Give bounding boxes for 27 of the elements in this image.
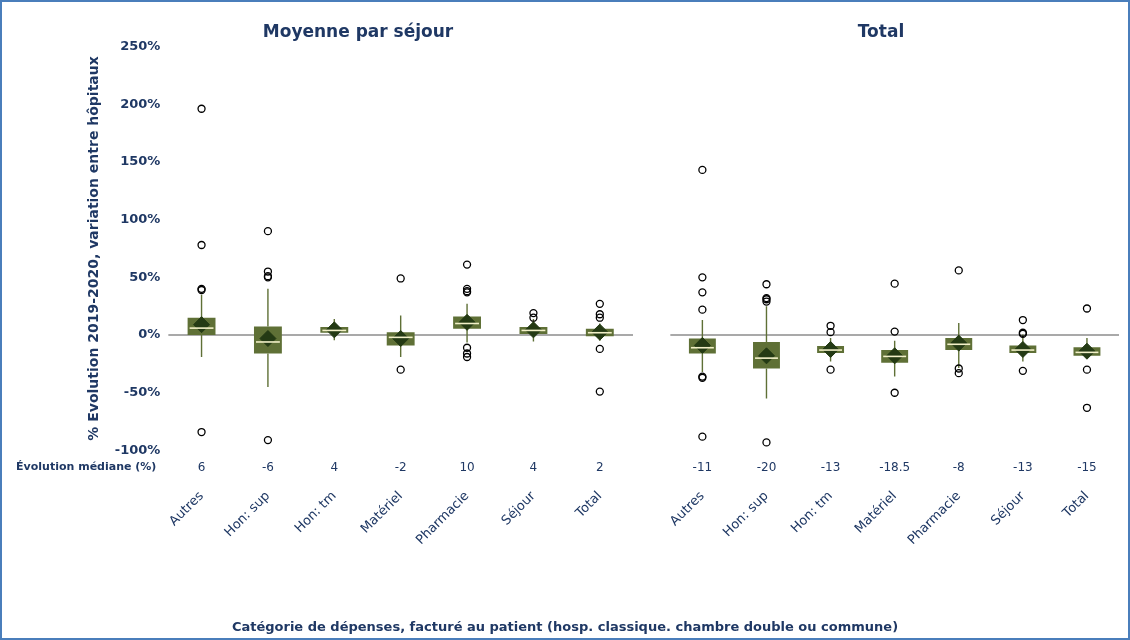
text: -6: [261, 459, 274, 474]
text: -13: [1013, 459, 1033, 474]
text: -18.5: [879, 459, 911, 474]
text: 2: [595, 459, 604, 474]
y-tick-label: 150%: [120, 153, 161, 169]
text: -13: [820, 459, 841, 474]
y-axis-title: % Evolution 2019-2020, variation entre hôpitaux: [85, 56, 102, 441]
y-tick-label: 0%: [138, 326, 161, 342]
chart-title: Moyenne par séjour: [262, 20, 454, 41]
x-axis-title: Catégorie de dépenses, facturé au patient (hosp. classique. chambre double ou commune): [230, 619, 900, 634]
text: 4: [330, 459, 339, 474]
text: Évolution médiane (%): [16, 460, 157, 474]
text: -8: [952, 459, 965, 474]
text: -2: [394, 459, 407, 474]
y-tick-label: -100%: [114, 441, 161, 457]
y-tick-label: 250%: [120, 37, 161, 53]
text: -11: [692, 459, 713, 474]
y-tick-label: 100%: [120, 210, 161, 226]
y-tick-label: 50%: [129, 268, 161, 284]
text: -20: [756, 459, 777, 474]
text: 10: [459, 459, 475, 474]
text: -15: [1077, 459, 1097, 474]
text: 6: [197, 459, 206, 474]
chart-title: Total: [857, 20, 905, 41]
text: 4: [529, 459, 538, 474]
y-tick-label: -50%: [123, 384, 161, 400]
y-tick-label: 200%: [120, 95, 161, 111]
